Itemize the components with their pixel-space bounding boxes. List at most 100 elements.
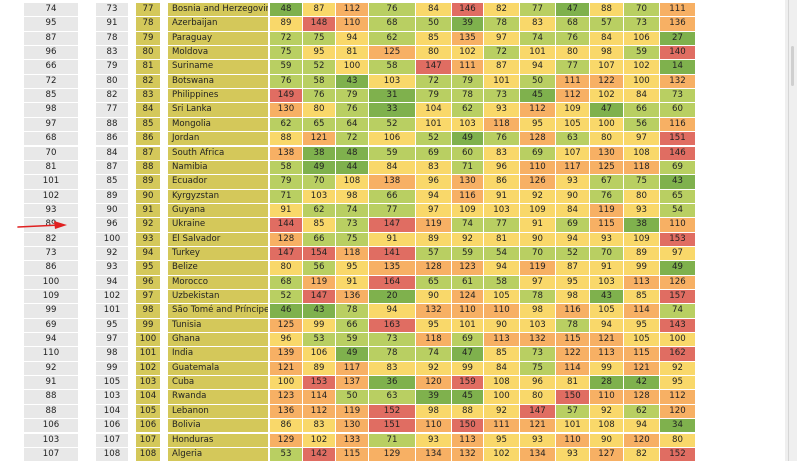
score-cell: 120 [416, 376, 451, 390]
score-cell: 69 [452, 333, 483, 347]
score-cell: 147 [369, 218, 415, 232]
country-name-cell: Lebanon [168, 404, 268, 419]
table-row: 94 97 100 Ghana 96 53 59 73 118 69 113 132 115 121 105… [0, 333, 785, 347]
score-cell: 119 [303, 275, 335, 289]
score-cell: 58 [484, 275, 519, 289]
score-cell: 74 [520, 31, 555, 46]
rank-cell-b: 80 [96, 74, 128, 89]
country-name-cell: Guatemala [168, 361, 268, 376]
score-cell: 115 [590, 218, 623, 232]
score-cell: 121 [590, 333, 623, 347]
rank-cell-c: 92 [136, 218, 160, 232]
score-cell: 137 [336, 376, 368, 390]
score-cell: 124 [452, 290, 483, 304]
score-cell: 81 [556, 376, 589, 390]
rank-cell-a: 109 [24, 290, 78, 304]
score-cell: 88 [270, 132, 302, 146]
score-cell: 62 [452, 103, 483, 117]
score-cell: 112 [556, 89, 589, 103]
rank-cell-b: 90 [96, 203, 128, 218]
table-row: 92 99 102 Guatemala 121 89 117 83 92 99 84 75 114 99 1… [0, 361, 785, 376]
score-cell: 80 [556, 46, 589, 60]
score-cell: 91 [336, 275, 368, 289]
rank-cell-b: 89 [96, 189, 128, 203]
score-cell: 129 [270, 433, 302, 447]
score-cell: 110 [556, 433, 589, 447]
score-cell: 107 [590, 60, 623, 74]
score-cell: 84 [556, 203, 589, 218]
country-name-cell: Uzbekistan [168, 290, 268, 304]
score-cell: 66 [336, 318, 368, 333]
score-cell: 99 [624, 261, 659, 275]
score-cell: 68 [270, 275, 302, 289]
score-cell: 99 [303, 318, 335, 333]
score-cell: 49 [303, 160, 335, 175]
score-cell: 148 [303, 17, 335, 31]
rank-cell-a: 88 [24, 390, 78, 404]
score-cell: 92 [660, 361, 695, 376]
table-row: 110 98 101 India 139 106 49 78 74 47 85 73 122 113 115… [0, 347, 785, 361]
score-cell: 110 [484, 304, 519, 318]
score-cell: 84 [484, 361, 519, 376]
rank-cell-a: 94 [24, 333, 78, 347]
table-row: 97 88 85 Mongolia 62 65 64 52 101 103 118 95 105 100 5… [0, 117, 785, 132]
score-cell: 103 [452, 117, 483, 132]
score-cell: 98 [520, 304, 555, 318]
score-cell: 109 [452, 203, 483, 218]
score-cell: 114 [556, 361, 589, 376]
score-cell: 82 [484, 3, 519, 17]
score-cell: 50 [520, 74, 555, 89]
rank-cell-b: 97 [96, 333, 128, 347]
score-cell: 118 [336, 246, 368, 261]
score-cell: 108 [590, 419, 623, 433]
score-cell: 72 [484, 46, 519, 60]
table-row: 107 108 108 Algeria 53 142 115 129 134 132 102 134 9… [0, 447, 785, 461]
score-cell: 52 [303, 60, 335, 74]
rank-cell-c: 107 [136, 433, 160, 447]
score-cell: 73 [660, 89, 695, 103]
rank-cell-c: 82 [136, 74, 160, 89]
score-cell: 93 [520, 433, 555, 447]
rank-cell-a: 70 [24, 146, 78, 160]
score-cell: 76 [270, 74, 302, 89]
rank-cell-c: 91 [136, 203, 160, 218]
country-name-cell: Ecuador [168, 175, 268, 189]
score-cell: 94 [520, 60, 555, 74]
score-cell: 73 [369, 333, 415, 347]
score-cell: 59 [336, 333, 368, 347]
rank-cell-a: 73 [24, 246, 78, 261]
score-cell: 98 [556, 290, 589, 304]
score-cell: 69 [416, 146, 451, 160]
score-cell: 143 [660, 318, 695, 333]
score-cell: 76 [590, 189, 623, 203]
score-cell: 112 [336, 3, 368, 17]
score-cell: 66 [303, 232, 335, 246]
country-name-cell: El Salvador [168, 232, 268, 246]
score-cell: 98 [336, 189, 368, 203]
score-cell: 114 [303, 390, 335, 404]
score-cell: 85 [416, 31, 451, 46]
score-cell: 76 [369, 3, 415, 17]
score-cell: 94 [590, 318, 623, 333]
scrollbar-thumb[interactable] [791, 46, 794, 86]
country-name-cell: Philippines [168, 89, 268, 103]
score-cell: 154 [303, 246, 335, 261]
score-cell: 53 [270, 447, 302, 461]
score-cell: 130 [336, 419, 368, 433]
rank-cell-b: 103 [96, 390, 128, 404]
score-cell: 97 [416, 203, 451, 218]
score-cell: 49 [660, 261, 695, 275]
score-cell: 43 [590, 290, 623, 304]
rank-cell-c: 83 [136, 89, 160, 103]
score-cell: 42 [624, 376, 659, 390]
score-cell: 74 [416, 347, 451, 361]
rank-cell-c: 77 [136, 3, 160, 17]
table-row: 82 100 93 El Salvador 128 66 75 91 89 92 81 90 94 93 1… [0, 232, 785, 247]
score-cell: 115 [336, 447, 368, 461]
score-cell: 135 [369, 261, 415, 275]
rank-cell-b: 101 [96, 304, 128, 318]
score-cell: 43 [660, 175, 695, 189]
score-cell: 20 [369, 290, 415, 304]
score-cell: 38 [303, 146, 335, 160]
table-row: 100 94 96 Morocco 68 119 91 164 65 61 58 97 95 103 113… [0, 275, 785, 290]
